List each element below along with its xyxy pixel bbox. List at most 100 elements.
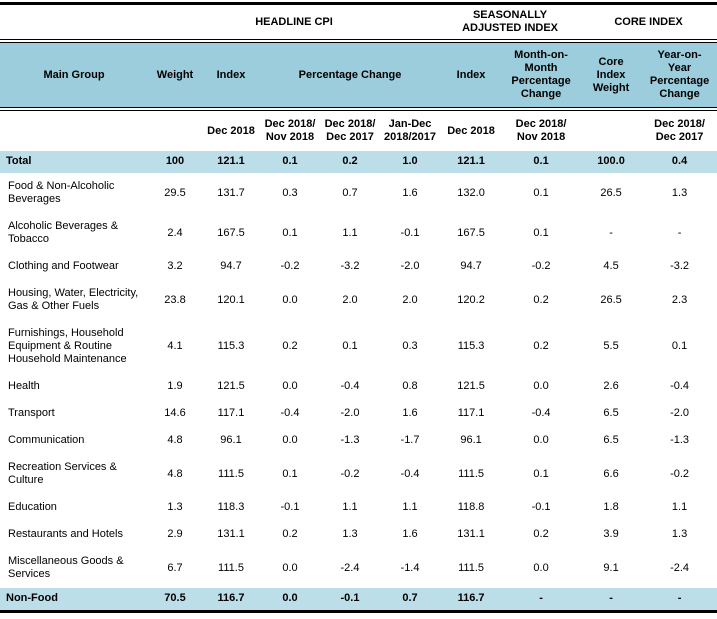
cell-annual-average-change: -1.7	[400, 434, 420, 446]
cell-weight: 29.5	[164, 186, 186, 199]
cell-sa-index: 117.1	[457, 407, 485, 419]
cell-yoy-change: 1.1	[342, 501, 358, 513]
cell-core-yoy-change: -2.4	[670, 561, 690, 574]
table-row: Non-Food 70.5 116.7 0.0 -0.1 0.7 116.7 -…	[0, 588, 717, 613]
period-header-sa-mom: Dec 2018/ Nov 2018	[502, 109, 581, 151]
cell-index: 121.5	[217, 380, 245, 392]
group-header-core-index: CORE INDEX	[580, 2, 717, 43]
cell-mom-change: 0.1	[260, 151, 320, 173]
cell-core-yoy-change: -3.2	[670, 260, 690, 272]
cell-weight: 70.5	[148, 588, 202, 613]
cell-annual-average-change: 1.6	[402, 528, 418, 540]
cell-index: 167.5	[217, 226, 245, 239]
cell-index: 96.1	[220, 434, 242, 446]
table-row: Health 1.9 121.5 0.0 -0.4 0.8 121.5 0.0 …	[0, 373, 717, 400]
cell-core-weight: 26.5	[600, 293, 622, 306]
cell-annual-average-change: 0.3	[402, 340, 418, 352]
cell-annual-average-change: -1.4	[400, 561, 420, 574]
cell-yoy-change: -0.2	[340, 467, 360, 480]
cell-annual-average-change: -2.0	[400, 260, 420, 272]
column-header-year-on-year-percentage-change: Year-on- Year Percentage Change	[642, 41, 717, 111]
cell-annual-average-change: 0.8	[402, 380, 418, 392]
cell-core-weight: -	[609, 226, 613, 239]
cell-core-yoy-change: 0.1	[671, 340, 688, 352]
group-header-headline-cpi: HEADLINE CPI	[148, 2, 441, 43]
cell-core-yoy-change: -2.0	[670, 407, 690, 419]
column-header-main-group: Main Group	[0, 41, 148, 111]
cell-weight: 2.4	[167, 226, 183, 239]
cell-yoy-change: -3.2	[340, 260, 360, 272]
cell-core-yoy-change: 1.3	[671, 186, 688, 199]
column-header-sa-index: Index	[440, 41, 503, 111]
cell-index: 111.5	[218, 467, 244, 480]
cell-yoy-change: 1.1	[342, 226, 358, 239]
cell-index: 131.1	[217, 528, 245, 540]
cell-sa-mom-change: 0.1	[533, 226, 549, 239]
cell-core-weight: -	[580, 588, 643, 613]
cell-weight: 4.8	[167, 434, 183, 446]
cell-core-weight: 6.5	[603, 407, 619, 419]
table-row: Miscellaneous Goods & Services 6.7 111.5…	[0, 548, 717, 588]
table-row: Housing, Water, Electricity, Gas & Other…	[0, 280, 717, 320]
cell-mom-change: -0.4	[280, 407, 300, 419]
cell-core-yoy-change: 2.3	[671, 293, 688, 306]
table-row: Furnishings, Household Equipment & Routi…	[0, 320, 717, 373]
table-row: Recreation Services & Culture 4.8 111.5 …	[0, 454, 717, 494]
cell-mom-change: 0.2	[282, 340, 298, 352]
cell-mom-change: 0.0	[282, 561, 298, 574]
cell-core-weight: 4.5	[603, 260, 619, 272]
cell-mom-change: 0.0	[282, 380, 298, 392]
cell-sa-mom-change: 0.1	[502, 151, 581, 173]
cell-annual-average-change: 1.6	[402, 407, 418, 419]
cell-core-yoy-change: 1.1	[671, 501, 688, 513]
row-label: Clothing and Footwear	[8, 260, 119, 272]
cell-core-yoy-change: 1.3	[671, 528, 688, 540]
row-label: Furnishings, Household Equipment & Routi…	[8, 327, 127, 365]
column-header-index: Index	[202, 41, 260, 111]
cell-mom-change: 0.1	[282, 467, 298, 480]
cell-index: 117.1	[217, 407, 245, 419]
cell-core-yoy-change: -0.2	[670, 467, 690, 480]
cell-weight: 23.8	[164, 293, 186, 306]
period-header-annual-average: Jan-Dec 2018/2017	[380, 109, 441, 151]
cell-weight: 1.9	[167, 380, 183, 392]
cell-yoy-change: -1.3	[340, 434, 360, 446]
cell-sa-mom-change: -0.2	[531, 260, 551, 272]
cell-index: 116.7	[202, 588, 260, 613]
row-label: Total	[0, 151, 148, 173]
cell-mom-change: 0.2	[282, 528, 298, 540]
row-label: Recreation Services & Culture	[8, 461, 117, 486]
cell-weight: 14.6	[164, 407, 186, 419]
table-body: Total 100 121.1 0.1 0.2 1.0 121.1 0.1 10…	[0, 151, 717, 613]
cell-mom-change: 0.0	[282, 293, 298, 306]
cell-weight: 4.1	[167, 340, 183, 352]
cell-sa-mom-change: -0.1	[531, 501, 551, 513]
cell-index: 131.7	[217, 186, 245, 199]
cell-sa-index: 167.5	[457, 226, 485, 239]
cell-core-weight: 6.6	[603, 467, 619, 480]
cell-core-weight: 26.5	[600, 186, 622, 199]
cell-sa-index: 121.5	[457, 380, 485, 392]
cell-yoy-change: -0.1	[320, 588, 380, 613]
cell-core-weight: 9.1	[603, 561, 619, 574]
cell-sa-mom-change: 0.0	[533, 434, 549, 446]
group-header-row: HEADLINE CPI SEASONALLY ADJUSTED INDEX C…	[0, 2, 717, 43]
group-header-spacer	[0, 2, 148, 43]
row-label: Health	[8, 380, 40, 392]
cell-core-weight: 100.0	[580, 151, 643, 173]
cell-sa-mom-change: 0.0	[533, 380, 549, 392]
row-label: Alcoholic Beverages & Tobacco	[8, 220, 119, 245]
cell-sa-index: 118.8	[457, 501, 485, 513]
table-row: Education 1.3 118.3 -0.1 1.1 1.1 118.8 -…	[0, 494, 717, 521]
period-header-sa-index: Dec 2018	[440, 109, 503, 151]
table-row: Communication 4.8 96.1 0.0 -1.3 -1.7 96.…	[0, 427, 717, 454]
cell-sa-mom-change: -	[502, 588, 581, 613]
cell-mom-change: 0.0	[282, 434, 298, 446]
cell-sa-index: 121.1	[440, 151, 503, 173]
row-label: Housing, Water, Electricity, Gas & Other…	[8, 287, 139, 312]
column-header-weight: Weight	[148, 41, 202, 111]
cell-annual-average-change: 1.6	[402, 186, 418, 199]
cell-mom-change: 0.1	[282, 226, 298, 239]
cell-sa-mom-change: 0.2	[533, 340, 549, 352]
